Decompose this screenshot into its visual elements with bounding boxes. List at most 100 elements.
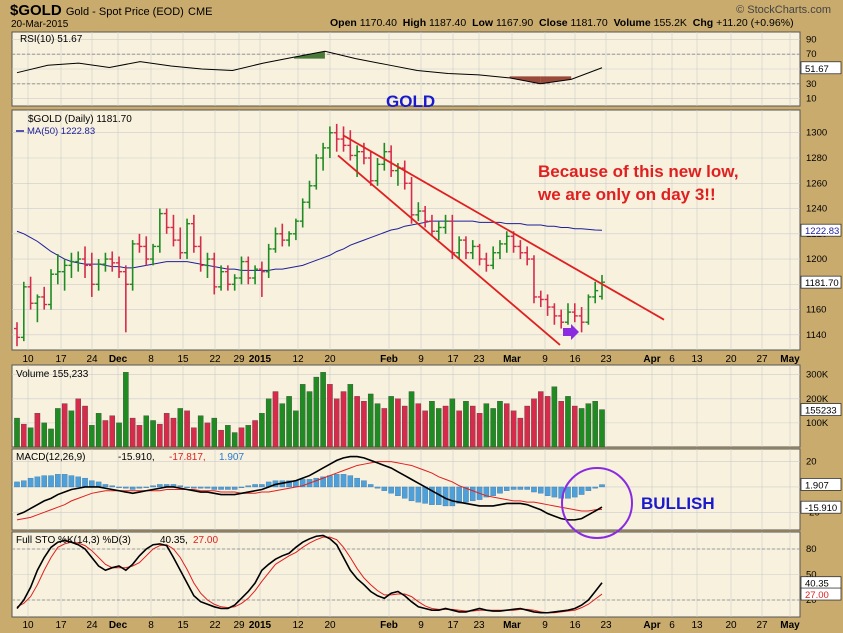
volume-bar <box>299 384 306 448</box>
price-y-tick: 1160 <box>806 305 826 316</box>
ohlc-bar <box>272 227 279 253</box>
volume-bar <box>313 376 320 448</box>
x-tick-label: 9 <box>542 354 548 365</box>
ohlc-bar <box>102 252 109 272</box>
ohlc-bar <box>578 307 585 333</box>
note-line-2: we are only on day 3!! <box>537 185 716 204</box>
price-legend: $GOLD (Daily) 1181.70 <box>28 114 132 125</box>
chart-title: $GOLD Gold - Spot Price (EOD) CME <box>10 2 212 19</box>
ohlc-bar <box>347 130 354 161</box>
macd-legend: MACD(12,26,9) -15.910, -17.817, 1.907 <box>16 452 244 463</box>
ohlc-bar <box>503 231 510 253</box>
volume-bar <box>197 415 204 448</box>
volume-bar <box>504 403 510 448</box>
purple-arrow-marker <box>563 324 579 340</box>
macd-histogram-bar <box>524 486 530 490</box>
bullish-annotation: BULLISH <box>641 494 715 513</box>
macd-histogram-bar <box>517 486 524 490</box>
x-tick-label-bottom: 27 <box>756 620 768 631</box>
macd-histogram-bar <box>129 486 136 490</box>
volume-bar <box>61 403 68 448</box>
ohlc-bar <box>20 281 27 342</box>
x-tick-label: 16 <box>569 354 581 365</box>
ma-current-label: 1222.83 <box>805 226 839 237</box>
ohlc-bar <box>82 246 89 278</box>
sto-k-current-label: 40.35 <box>805 579 829 590</box>
macd-histogram-bar <box>408 486 415 502</box>
sto-legend-name: Full STO %K(14,3) %D(3) <box>16 535 131 546</box>
volume-bar <box>408 391 415 448</box>
macd-histogram-bar <box>184 486 190 488</box>
volume-bar <box>490 408 496 448</box>
x-tick-label-bottom: 10 <box>22 620 34 631</box>
volume-bar <box>320 372 326 448</box>
volume-bar <box>109 415 115 448</box>
macd-histogram-bar <box>565 486 571 499</box>
volume-bar <box>48 428 54 448</box>
price-current-label: 1181.70 <box>805 278 839 289</box>
x-tick-label: 2015 <box>249 354 272 365</box>
macd-histogram-bar <box>510 486 517 490</box>
macd-histogram-bar <box>102 484 109 488</box>
ohlc-bar <box>129 240 136 291</box>
ohlc-bar <box>599 274 605 300</box>
macd-histogram-bar <box>354 477 360 488</box>
ohlc-bar <box>340 126 347 152</box>
x-tick-label-bottom: 22 <box>209 620 221 631</box>
macd-legend-macd: -15.910, <box>118 452 155 463</box>
x-tick-label: 27 <box>756 354 768 365</box>
macd-histogram-bar <box>572 486 578 498</box>
volume-bar <box>252 420 258 448</box>
ohlc-bar <box>190 214 197 253</box>
sto-legend: Full STO %K(14,3) %D(3) 40.35, 27.00 <box>16 535 218 546</box>
macd-histogram-bar <box>483 486 490 498</box>
volume-value: 155.2K <box>653 17 687 29</box>
x-tick-label: 8 <box>148 354 154 365</box>
volume-bar <box>75 398 81 448</box>
volume-bar <box>95 413 102 448</box>
exchange: CME <box>188 6 213 18</box>
ohlc-bar <box>286 231 293 247</box>
macd-histogram-bar <box>197 486 204 489</box>
macd-signal-line <box>16 461 603 521</box>
macd-histogram-bar <box>218 486 224 490</box>
macd-histogram-bar <box>361 480 367 488</box>
volume-bar <box>374 403 381 448</box>
volume-y-tick: 300K <box>806 370 829 381</box>
open-label: Open <box>330 17 357 29</box>
macd-histogram-bar <box>55 474 61 488</box>
ohlc-bar <box>496 240 503 260</box>
close-label: Close <box>539 17 568 29</box>
volume-bar <box>592 401 598 448</box>
x-tick-label-bottom: May <box>780 620 800 631</box>
volume-bar <box>524 405 530 448</box>
volume-bar <box>551 386 558 448</box>
macd-line <box>16 455 603 521</box>
volume-bar <box>306 391 313 448</box>
open-value: 1170.40 <box>359 17 397 29</box>
sto-k-line <box>16 534 603 614</box>
low-label: Low <box>472 17 494 29</box>
ohlc-bar <box>401 160 408 190</box>
price-y-tick: 1200 <box>806 254 827 265</box>
volume-bar <box>435 408 442 448</box>
macd-histogram-bar <box>381 486 388 491</box>
price-y-tick: 1140 <box>806 330 826 341</box>
price-y-tick: 1280 <box>806 153 827 164</box>
gold-annotation: GOLD <box>386 92 435 111</box>
macd-histogram-bar <box>136 486 143 489</box>
price-current-label-box <box>800 275 842 289</box>
trend-lower <box>337 154 561 346</box>
ohlc-bar <box>252 265 259 285</box>
x-tick-label-bottom: 6 <box>669 620 675 631</box>
volume-current-label-box <box>800 403 842 416</box>
macd-histogram-bar <box>429 486 435 505</box>
x-tick-label-bottom: 12 <box>292 620 304 631</box>
sto-legend-k: 40.35, <box>160 535 188 546</box>
ma-legend: MA(50) 1222.83 <box>27 126 95 137</box>
ohlc-bar <box>258 261 265 297</box>
x-tick-label-bottom: Dec <box>109 620 128 631</box>
sto-y-tick: 80 <box>806 544 817 555</box>
volume-bar <box>361 401 367 448</box>
chg-value: +11.20 (+0.96%) <box>716 17 794 29</box>
